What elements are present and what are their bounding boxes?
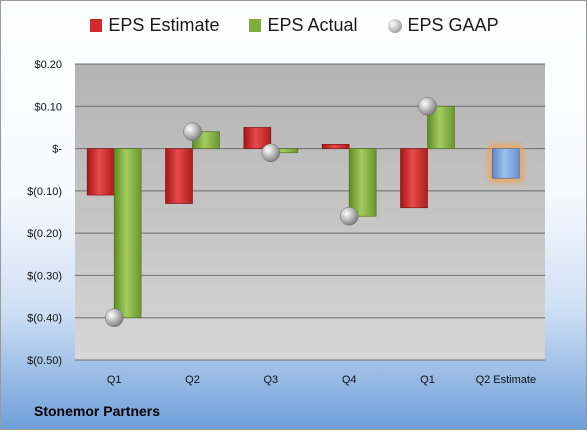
company-name: Stonemor Partners (34, 403, 161, 419)
x-tick-label: Q2 (185, 374, 200, 386)
gaap-point (339, 206, 359, 226)
estimate-bar (86, 148, 115, 196)
grid-lines (75, 63, 545, 361)
gaap-point (104, 308, 124, 327)
actual-bar (348, 148, 377, 217)
x-tick-label: Q1 (420, 374, 435, 386)
estimate-bar (165, 148, 193, 204)
plot-area (75, 64, 545, 360)
legend-item-actual: EPS Actual (249, 15, 358, 36)
legend-swatch-estimate (90, 19, 103, 32)
legend-item-estimate: EPS Estimate (90, 15, 219, 36)
y-tick-label: $(0.10) (27, 186, 62, 198)
x-tick-label: Q4 (342, 374, 357, 386)
legend-label-actual: EPS Actual (267, 15, 358, 35)
estimate-bar (243, 127, 272, 149)
legend-marker-gaap (387, 18, 402, 33)
x-axis-labels: Q1 Q2 Q3 Q4 Q1 Q2 Estimate (107, 374, 536, 386)
x-tick-label: Q3 (263, 374, 278, 386)
chart-legend: EPS Estimate EPS Actual EPS GAAP (1, 15, 587, 36)
x-tick-label: Q1 (107, 374, 122, 386)
y-tick-label: $(0.30) (27, 270, 62, 282)
y-tick-label: $0.20 (34, 59, 62, 71)
y-tick-label: $(0.50) (27, 355, 62, 367)
future-estimate-bar (492, 148, 520, 179)
gaap-markers (104, 97, 437, 327)
bar-marks (86, 105, 524, 319)
legend-label-estimate: EPS Estimate (108, 15, 220, 35)
gaap-point (418, 97, 437, 116)
actual-bar (113, 148, 142, 319)
y-axis-labels: $0.20 $0.10 $- $(0.10) $(0.20) $(0.30) $(0.40)… (27, 59, 62, 367)
legend-label-gaap: EPS GAAP (407, 15, 499, 35)
estimate-bar (321, 144, 350, 149)
x-tick-label: Q2 Estimate (476, 374, 537, 386)
gaap-point (261, 143, 281, 163)
estimate-bar (400, 148, 428, 209)
y-tick-label: $(0.40) (27, 313, 62, 325)
y-tick-label: $- (52, 144, 62, 156)
y-tick-label: $(0.20) (27, 228, 62, 240)
legend-swatch-actual (249, 19, 262, 32)
y-tick-label: $0.10 (34, 101, 62, 113)
gaap-point (183, 122, 202, 141)
legend-item-gaap: EPS GAAP (387, 15, 499, 36)
